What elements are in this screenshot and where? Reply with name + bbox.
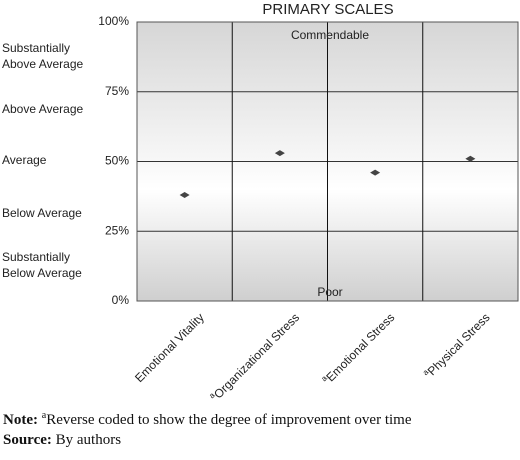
note-marker: a [42,410,47,421]
note-label: Note: [3,412,38,428]
y-tick-label: 100% [98,14,129,28]
x-tick-label: aEmotional Stress [319,309,397,387]
source: Source: By authors [3,432,121,448]
x-tick-label: aPhysical Stress [421,309,493,381]
reverse-marker: a [207,390,217,400]
note-text: Reverse coded to show the degree of impr… [46,412,412,428]
band-label-line: Below Average [2,266,82,280]
band-label: Below Average [2,206,82,220]
category-name: Physical Stress [425,310,493,378]
band-label-line: Substantially [2,250,70,264]
annotation-top: Commendable [291,28,369,42]
reverse-marker: a [319,373,329,383]
source-label: Source: [3,432,52,448]
band-label: Average [2,153,47,167]
point [465,155,476,162]
plot-border [136,21,519,302]
category-name: Emotional Stress [323,310,397,384]
category-name: Organizational Stress [211,310,302,401]
x-tick-label: Emotional Vitality [132,310,207,385]
category-name: Emotional Vitality [132,310,207,385]
point [179,191,190,198]
band-label: Substantially Above Average [2,41,84,71]
band-label: Substantially Below Average [2,250,82,280]
x-tick-label: aOrganizational Stress [207,309,302,404]
note: Note: aReverse coded to show the degree … [3,410,412,429]
point [370,169,381,176]
band-label: Above Average [2,102,84,116]
source-text: By authors [56,432,122,448]
band-label-line: Above Average [2,57,84,71]
annotation-bottom: Poor [317,285,342,299]
y-tick-label: 50% [105,154,129,168]
y-tick-label: 75% [105,84,129,98]
point [274,150,285,157]
y-tick-label: 25% [105,223,129,237]
band-label-line: Substantially [2,41,70,55]
chart-title: PRIMARY SCALES [262,1,393,18]
reverse-marker: a [421,367,431,377]
y-tick-label: 0% [112,293,130,307]
